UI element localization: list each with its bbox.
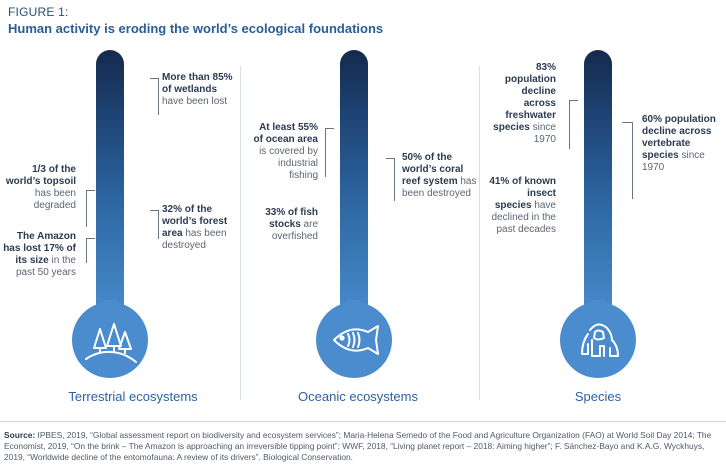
figure-label: FIGURE 1: [8, 5, 69, 19]
annotation-wetlands: More than 85% of wetlands have been lost [162, 72, 240, 108]
bracket-line [386, 158, 395, 201]
thermometer-species [584, 50, 612, 320]
annotation-bold: At least 55% of ocean area [253, 122, 318, 145]
oceanic-bulb [316, 302, 392, 378]
annotation-bold: 50% of the world’s coral reef system [402, 152, 464, 187]
bracket-line [86, 190, 95, 227]
annotation-bold: 32% of the world’s forest area [162, 204, 228, 239]
annotation-text: has been destroyed [402, 176, 477, 199]
species-bulb [560, 302, 636, 378]
annotation-bold: 41% of known insect species [489, 176, 556, 211]
annotation-bold: 60% population decline across vertebrate… [642, 114, 716, 161]
annotation-text: since 1970 [642, 150, 705, 173]
source-label: Source: [4, 430, 36, 440]
category-species: Species [574, 389, 622, 404]
figure-title: Human activity is eroding the world’s ec… [8, 21, 384, 36]
annotation-topsoil: 1/3 of the world’s topsoil has been degr… [2, 164, 76, 212]
annotation-bold: 33% of fish stocks [265, 207, 318, 230]
annotation-text: is covered by industrial fishing [259, 146, 318, 181]
bracket-line [622, 122, 633, 199]
bracket-line [150, 210, 159, 239]
annotation-freshwater: 83% population decline across freshwater… [488, 62, 556, 146]
annotation-vertebrate: 60% population decline across vertebrate… [642, 114, 716, 174]
column-separator [479, 66, 480, 400]
bracket-line [86, 238, 95, 263]
annotation-ocean-area: At least 55% of ocean area is covered by… [250, 122, 318, 182]
bracket-line [569, 100, 578, 149]
footer-divider [0, 421, 726, 422]
terrestrial-bulb [72, 302, 148, 378]
category-terrestrial: Terrestrial ecosystems [68, 389, 198, 404]
trees-icon [85, 323, 137, 363]
annotation-text: since 1970 [532, 122, 556, 145]
annotation-text: have been lost [162, 96, 228, 107]
annotation-bold: More than 85% of wetlands [162, 72, 233, 95]
column-separator [240, 66, 241, 400]
annotation-bold: 1/3 of the world’s topsoil [5, 164, 76, 187]
bracket-line [325, 128, 334, 177]
annotation-bold: The Amazon has lost 17% of its size [3, 231, 76, 266]
source-text: IPBES, 2019, “Global assessment report o… [4, 430, 712, 462]
annotation-text: have declined in the past decades [491, 200, 557, 235]
bracket-line [150, 78, 159, 115]
annotation-text: has been degraded [33, 188, 76, 211]
annotation-coral: 50% of the world’s coral reef system has… [402, 152, 478, 200]
annotation-text: in the past 50 years [15, 255, 76, 278]
thermometer-terrestrial [96, 50, 124, 320]
annotation-amazon: The Amazon has lost 17% of its size in t… [2, 231, 76, 279]
source-note: Source: IPBES, 2019, “Global assessment … [4, 430, 720, 463]
annotation-text: are overfished [271, 219, 318, 242]
thermometer-oceanic [340, 50, 368, 320]
annotation-forest: 32% of the world’s forest area has been … [162, 204, 240, 252]
annotation-insects: 41% of known insect species have decline… [488, 176, 556, 236]
annotation-bold: 83% population decline across freshwater… [493, 62, 556, 133]
fish-icon [333, 325, 379, 355]
category-oceanic: Oceanic ecosystems [298, 389, 418, 404]
annotation-text: has been destroyed [162, 228, 227, 251]
gorilla-icon [581, 323, 619, 357]
annotation-fish-stocks: 33% of fish stocks are overfished [250, 207, 318, 243]
